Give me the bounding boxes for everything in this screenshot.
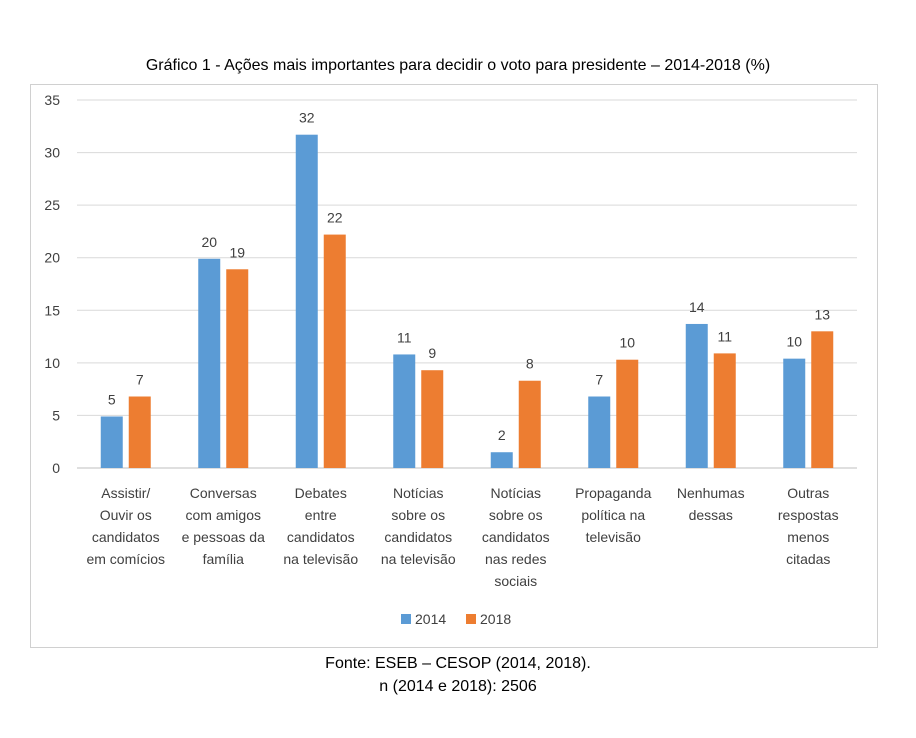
bar-2018 xyxy=(323,234,346,468)
category-label: Outras xyxy=(787,485,829,501)
category-label: Debates xyxy=(295,485,347,501)
data-label: 5 xyxy=(108,391,116,407)
bar-2014 xyxy=(393,354,416,468)
category-label: citadas xyxy=(786,551,830,567)
data-label: 11 xyxy=(397,329,412,345)
category-label: entre xyxy=(305,507,337,523)
data-label: 13 xyxy=(814,306,830,322)
category-label: na televisão xyxy=(381,551,456,567)
data-label: 9 xyxy=(428,345,436,361)
category-label: nas redes xyxy=(485,551,546,567)
category-label: Conversas xyxy=(190,485,257,501)
category-label: televisão xyxy=(586,529,641,545)
category-label: Nenhumas xyxy=(677,485,745,501)
bar-2014 xyxy=(490,452,513,468)
category-label: candidatos xyxy=(92,529,160,545)
bar-2018 xyxy=(713,353,736,468)
category-label: sociais xyxy=(494,573,537,589)
category-label: política na xyxy=(581,507,645,523)
bar-2014 xyxy=(100,416,123,468)
chart-title: Gráfico 1 - Ações mais importantes para … xyxy=(145,57,771,74)
bar-2018 xyxy=(128,396,151,468)
category-label: Propaganda xyxy=(575,485,652,501)
category-label: Notícias xyxy=(393,485,444,501)
bar-2018 xyxy=(811,331,834,468)
legend-swatch-2018 xyxy=(466,614,476,624)
data-label: 14 xyxy=(689,299,705,315)
category-label: Ouvir os xyxy=(100,507,152,523)
data-label: 10 xyxy=(619,335,635,351)
bar-2014 xyxy=(685,323,708,468)
data-label: 19 xyxy=(229,244,245,260)
category-label: e pessoas da xyxy=(182,529,265,545)
bar-2018 xyxy=(518,380,541,468)
y-tick-label: 25 xyxy=(44,197,60,213)
sample-size-note: n (2014 e 2018): 2506 xyxy=(379,678,537,695)
source-note: Fonte: ESEB – CESOP (2014, 2018). xyxy=(325,655,591,672)
data-label: 10 xyxy=(786,334,802,350)
category-label: sobre os xyxy=(391,507,445,523)
category-label: Assistir/ xyxy=(101,485,150,501)
bar-2014 xyxy=(783,358,806,468)
legend-label: 2018 xyxy=(480,611,511,627)
data-label: 22 xyxy=(327,210,343,226)
category-label: com amigos xyxy=(186,507,261,523)
data-label: 32 xyxy=(299,110,315,126)
y-tick-label: 35 xyxy=(44,92,60,108)
data-label: 8 xyxy=(526,356,534,372)
data-label: 11 xyxy=(717,328,732,344)
y-tick-label: 15 xyxy=(44,302,60,318)
bar-2018 xyxy=(616,359,639,468)
y-tick-label: 5 xyxy=(52,407,60,423)
category-label: candidatos xyxy=(384,529,452,545)
category-label: candidatos xyxy=(482,529,550,545)
y-tick-label: 10 xyxy=(44,355,60,371)
bar-2014 xyxy=(198,258,221,468)
category-label: na televisão xyxy=(283,551,358,567)
category-label: sobre os xyxy=(489,507,543,523)
data-label: 7 xyxy=(136,372,144,388)
bar-2014 xyxy=(295,134,318,468)
bar-2018 xyxy=(226,269,249,468)
y-tick-label: 20 xyxy=(44,250,60,266)
data-label: 7 xyxy=(595,372,603,388)
category-label: em comícios xyxy=(86,551,165,567)
bar-2014 xyxy=(588,396,611,468)
category-label: dessas xyxy=(689,507,733,523)
category-label: candidatos xyxy=(287,529,355,545)
category-label: menos xyxy=(787,529,829,545)
chart-frame xyxy=(30,84,878,648)
category-label: família xyxy=(203,551,244,567)
legend-swatch-2014 xyxy=(401,614,411,624)
bar-2018 xyxy=(421,370,444,468)
legend-label: 2014 xyxy=(415,611,446,627)
y-tick-label: 30 xyxy=(44,145,60,161)
category-label: respostas xyxy=(778,507,839,523)
data-label: 20 xyxy=(201,234,217,250)
category-label: Notícias xyxy=(490,485,541,501)
y-tick-label: 0 xyxy=(52,460,60,476)
data-label: 2 xyxy=(498,427,506,443)
